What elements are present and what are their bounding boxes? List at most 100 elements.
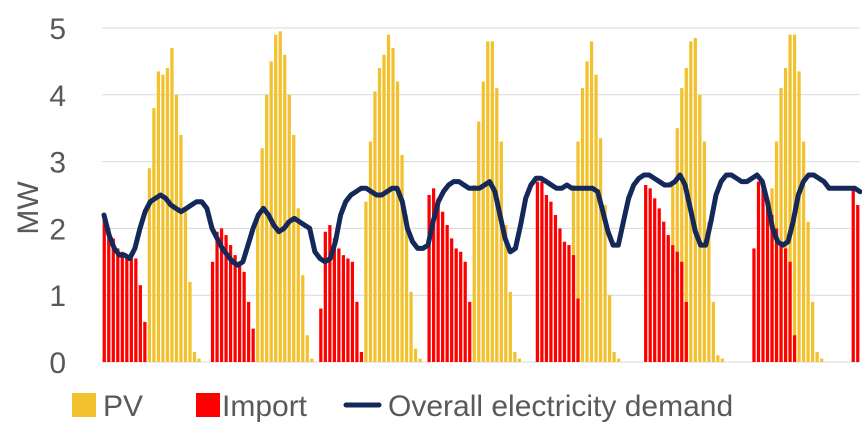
bar-pv — [287, 94, 291, 363]
line-layer — [101, 172, 862, 268]
bar-pv — [603, 205, 607, 362]
bar-pv — [147, 168, 151, 362]
bar-pv — [165, 68, 170, 362]
bar-pv — [256, 215, 260, 362]
bar-pv — [400, 154, 404, 362]
bar-pv — [409, 291, 413, 362]
y-tick-label: 1 — [49, 280, 66, 313]
bar-import — [851, 188, 855, 362]
bar-import — [143, 321, 147, 362]
bar-import — [219, 228, 224, 362]
bar-pv — [779, 88, 783, 363]
bar-import — [341, 255, 346, 362]
legend-label-demand: Overall electricity demand — [388, 390, 733, 422]
bar-import — [770, 215, 774, 362]
bar-import — [247, 301, 251, 362]
bar-import — [540, 181, 544, 362]
bar-pv — [499, 141, 503, 362]
bar-import — [756, 181, 761, 362]
bar-pv — [607, 295, 612, 362]
gridlines — [102, 27, 860, 363]
bar-pv — [156, 71, 161, 363]
bar-import — [544, 195, 549, 362]
bar-import — [215, 231, 219, 362]
bar-pv — [580, 88, 585, 363]
bar-pv — [179, 134, 183, 362]
bar-pv — [364, 201, 368, 362]
bar-pv — [382, 54, 386, 362]
bar-pv — [788, 34, 792, 363]
bar-pv — [702, 141, 706, 362]
bar-import — [779, 241, 783, 362]
bar-import — [567, 245, 571, 362]
y-tick-label: 5 — [49, 13, 66, 46]
bar-import — [680, 261, 684, 362]
bar-import — [783, 248, 788, 362]
bar-pv — [698, 94, 702, 363]
bar-import — [346, 258, 350, 362]
bar-pv — [278, 31, 282, 363]
bar-import — [671, 245, 675, 362]
y-tick-label: 2 — [49, 213, 66, 246]
bar-pv — [783, 68, 788, 362]
bar-pv — [820, 358, 824, 362]
bar-import — [765, 201, 770, 362]
bar-pv — [183, 208, 188, 362]
bar-pv — [675, 128, 679, 362]
bar-import — [432, 188, 436, 362]
bar-import — [535, 181, 540, 362]
bar-import — [463, 261, 467, 362]
bar-pv — [292, 134, 296, 362]
bar-pv — [481, 81, 485, 362]
bar-import — [792, 335, 797, 362]
bar-pv — [490, 41, 494, 363]
bar-pv — [576, 141, 580, 362]
bar-pv — [585, 61, 589, 363]
bar-pv — [260, 148, 264, 362]
bar-pv — [792, 34, 797, 363]
bar-import — [111, 238, 115, 362]
bar-import — [224, 235, 228, 362]
bar-import — [332, 238, 336, 362]
bar-pv — [806, 221, 810, 362]
legend: PV Import Overall electricity demand — [72, 390, 733, 423]
y-tick-label: 4 — [49, 80, 66, 113]
bar-import — [102, 218, 106, 362]
bar-pv — [152, 108, 156, 362]
bar-pv — [373, 91, 377, 363]
bar-import — [459, 251, 463, 362]
bar-pv — [693, 38, 697, 363]
bar-import — [662, 221, 666, 362]
bar-import — [468, 301, 472, 362]
bar-import — [644, 184, 648, 362]
bar-pv — [616, 358, 621, 362]
bar-pv — [684, 68, 688, 362]
bar-pv — [192, 351, 197, 362]
bar-import — [210, 261, 215, 362]
bar-pv — [495, 88, 499, 363]
bar-import — [233, 255, 237, 362]
bar-pv — [711, 301, 715, 362]
bar-pv — [418, 358, 422, 362]
bar-pv — [174, 94, 179, 363]
bar-pv — [161, 74, 165, 362]
bar-pv — [680, 88, 684, 363]
bar-import — [752, 248, 756, 362]
bar-pv — [368, 141, 373, 362]
bar-pv — [716, 355, 720, 362]
bar-import — [355, 301, 359, 362]
bar-import — [319, 308, 323, 362]
bar-pv — [269, 61, 273, 363]
bar-import — [116, 248, 120, 362]
legend-swatch-import — [196, 393, 220, 417]
bar-import — [125, 255, 129, 362]
bar-import — [138, 285, 142, 362]
bar-pv — [504, 225, 508, 362]
bar-pv — [486, 41, 490, 363]
bar-pv — [188, 281, 192, 362]
bar-import — [788, 261, 792, 362]
bar-pv — [707, 221, 711, 362]
bar-layer — [102, 31, 860, 363]
